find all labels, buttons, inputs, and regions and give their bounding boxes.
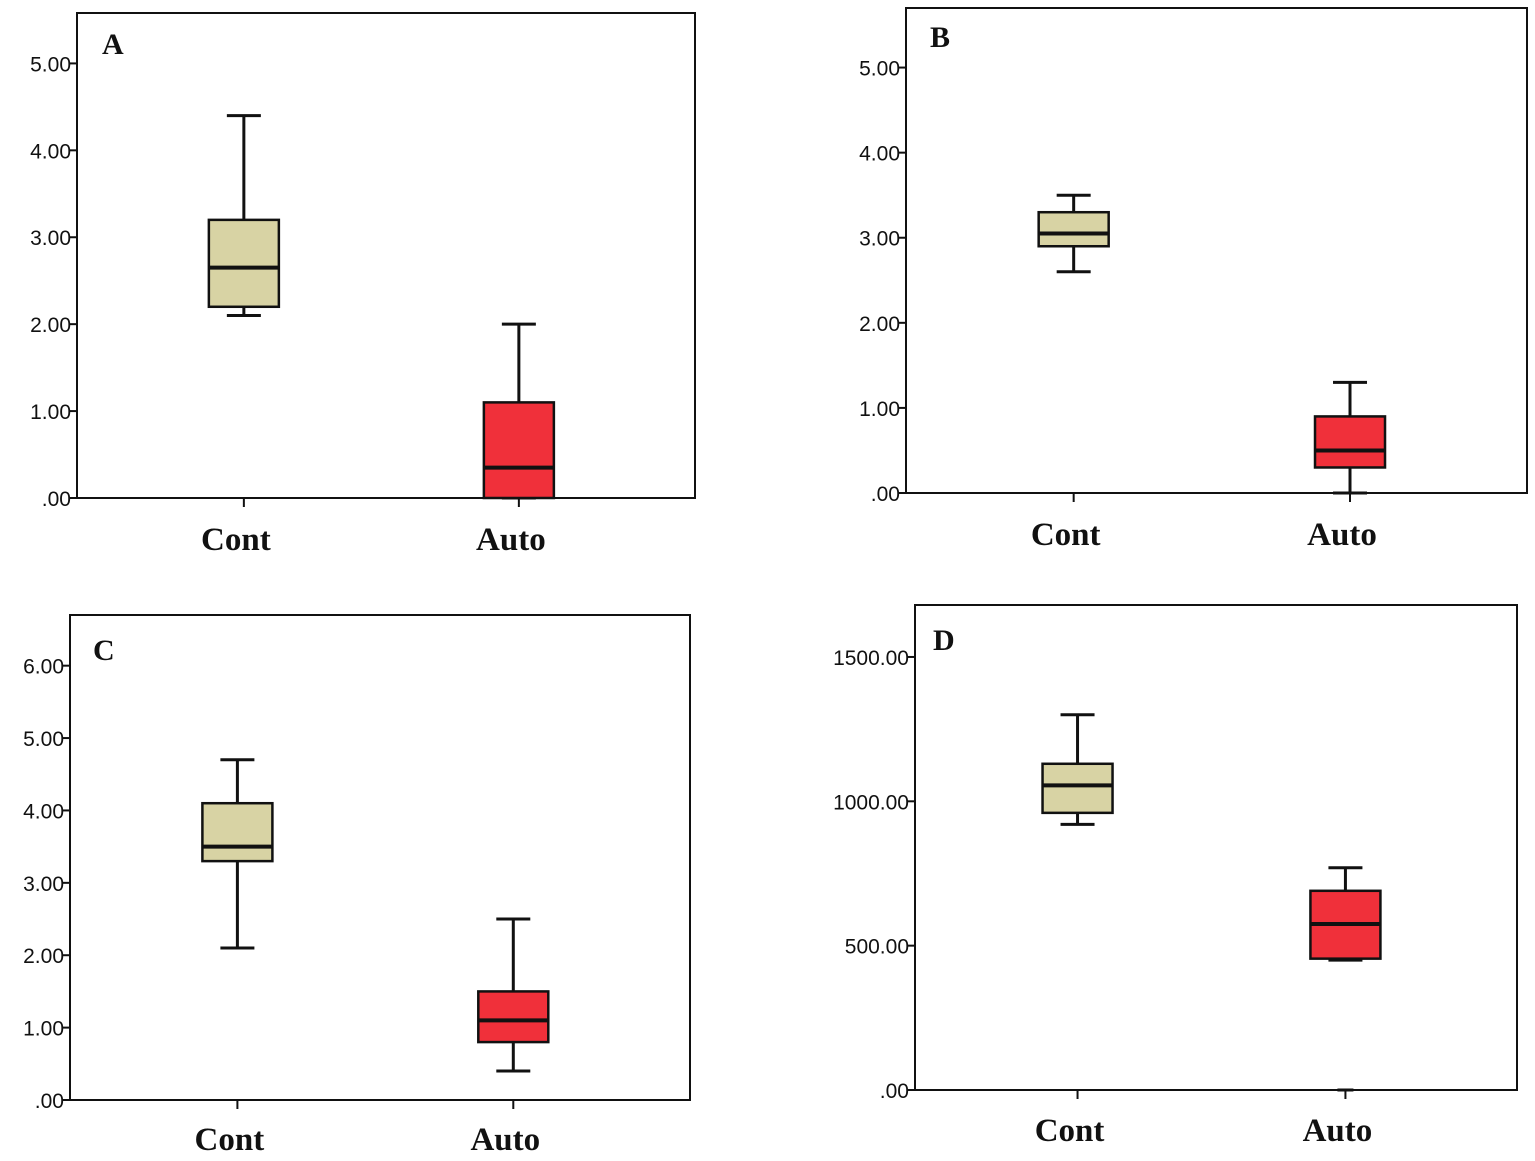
y-tick-label-b-1: 1.00 (859, 398, 900, 421)
y-tick-label-b-3: 3.00 (859, 228, 900, 251)
box-a-auto (482, 401, 556, 500)
y-tick-label-a-2: 2.00 (30, 314, 71, 337)
box-c-cont (201, 801, 274, 863)
plot-frame-c (69, 614, 691, 1101)
panel-b: B .00 1.00 2.00 3.00 4.00 5.00 Cont Auto (859, 7, 1528, 553)
y-tick-label-c-3: 3.00 (23, 873, 64, 896)
box-b-cont (1037, 210, 1110, 248)
box-d-cont (1041, 762, 1114, 815)
y-tick-label-c-6: 6.00 (23, 656, 64, 679)
panel-label-b: B (930, 21, 950, 54)
category-label-a-auto: Auto (476, 522, 546, 558)
panel-label-a: A (102, 28, 124, 61)
category-label-a-cont: Cont (201, 522, 271, 558)
panel-d: D .00 500.00 1000.00 1500.00 Cont Auto (833, 604, 1518, 1149)
plot-frame-b (905, 7, 1528, 494)
category-label-c-cont: Cont (195, 1122, 265, 1158)
panel-a: A .00 1.00 2.00 3.00 4.00 5.00 Cont Auto (30, 12, 696, 558)
y-tick-label-c-0: .00 (35, 1090, 64, 1113)
box-c-auto (477, 990, 550, 1044)
y-tick-label-b-4: 4.00 (859, 143, 900, 166)
box-a-cont (207, 218, 281, 309)
y-tick-label-c-1: 1.00 (23, 1018, 64, 1041)
category-label-c-auto: Auto (470, 1122, 540, 1158)
plot-frame-d (914, 604, 1518, 1091)
y-tick-label-d-2: 1000.00 (833, 791, 909, 814)
y-tick-label-c-4: 4.00 (23, 800, 64, 823)
plot-frame-a (76, 12, 696, 499)
category-label-b-auto: Auto (1307, 517, 1377, 553)
y-tick-label-a-5: 5.00 (30, 53, 71, 76)
y-tick-label-b-2: 2.00 (859, 313, 900, 336)
box-b-auto (1313, 415, 1387, 469)
y-tick-label-d-0: .00 (880, 1080, 909, 1103)
y-tick-label-a-3: 3.00 (30, 227, 71, 250)
category-label-b-cont: Cont (1031, 517, 1101, 553)
category-label-d-auto: Auto (1303, 1113, 1373, 1149)
panel-c: C .00 1.00 2.00 3.00 4.00 5.00 6.00 Cont Auto (23, 614, 691, 1158)
y-tick-label-d-3: 1500.00 (833, 647, 909, 670)
panel-label-d: D (933, 624, 955, 657)
y-tick-label-c-2: 2.00 (23, 945, 64, 968)
y-tick-label-b-0: .00 (871, 483, 900, 506)
y-tick-label-d-1: 500.00 (845, 936, 909, 959)
y-tick-label-a-4: 4.00 (30, 140, 71, 163)
panel-label-c: C (93, 634, 115, 667)
y-tick-label-b-5: 5.00 (859, 58, 900, 81)
y-tick-label-a-0: .00 (42, 488, 71, 511)
category-label-d-cont: Cont (1035, 1113, 1105, 1149)
y-tick-label-c-5: 5.00 (23, 728, 64, 751)
y-tick-label-a-1: 1.00 (30, 401, 71, 424)
